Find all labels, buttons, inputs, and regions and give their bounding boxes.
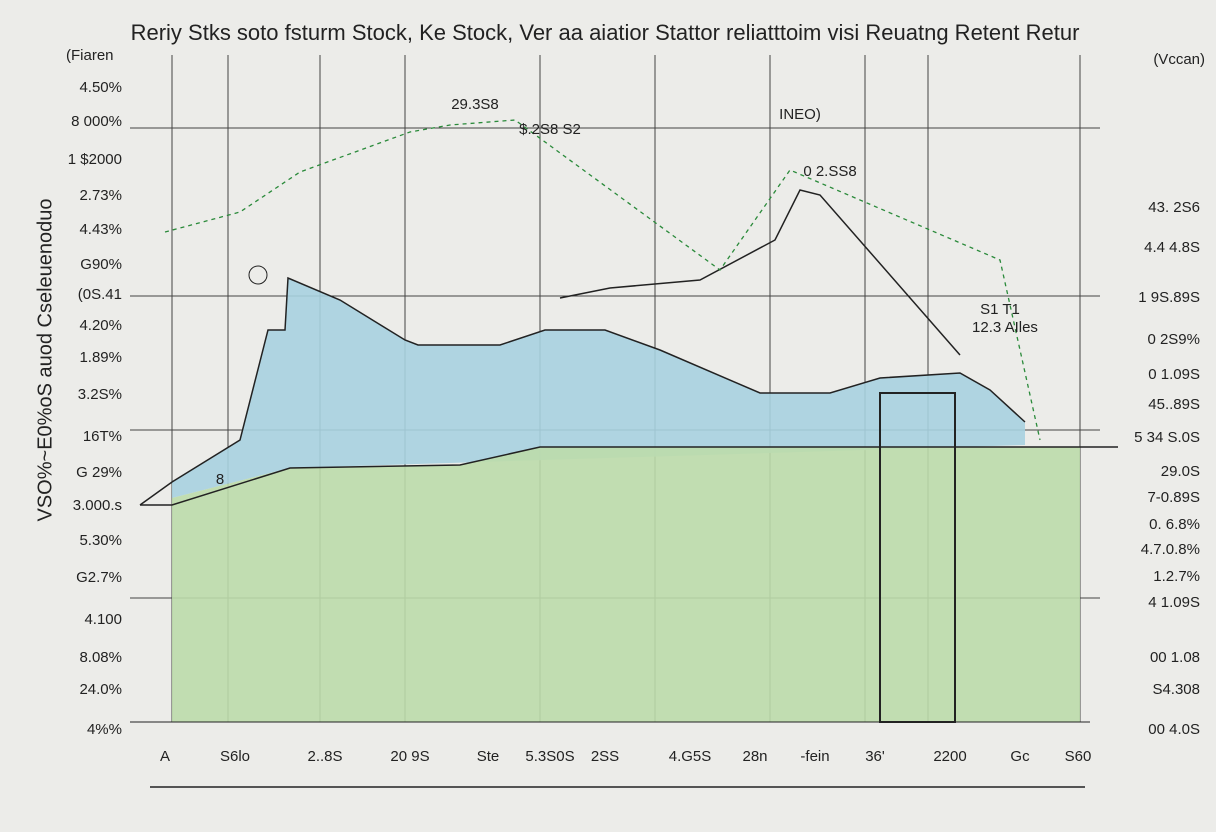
left-label: 4.43% xyxy=(79,221,122,238)
left-label: 2.73% xyxy=(79,187,122,204)
x-label: 5.3S0S xyxy=(525,748,574,765)
x-label: 28n xyxy=(742,748,767,765)
x-label: 20 9S xyxy=(390,748,429,765)
annotation: 12.3 AIles xyxy=(972,319,1038,336)
line-3 xyxy=(559,189,961,356)
x-label: S60 xyxy=(1065,748,1092,765)
left-label: G 29% xyxy=(76,464,122,481)
line-2 xyxy=(140,446,1118,506)
annotation: 8 xyxy=(216,471,224,488)
left-label: 5.30% xyxy=(79,532,122,549)
x-label: 2200 xyxy=(933,748,966,765)
left-label: 1 $2000 xyxy=(68,151,122,168)
left-label: 4.20% xyxy=(79,317,122,334)
line xyxy=(139,276,1026,506)
left-label: 8.08% xyxy=(79,649,122,666)
right-label: 29.0S xyxy=(1161,463,1200,480)
right-label: 0. 6.8% xyxy=(1149,516,1200,533)
annotation: 0 2.SS8 xyxy=(803,163,856,180)
x-label: Gc xyxy=(1010,748,1030,765)
right-label: 00 1.08 xyxy=(1150,649,1200,666)
vertical-label: VSO%~E0%oS auod Cseleuenoduo xyxy=(34,198,56,521)
left-label: 3.2S% xyxy=(78,386,122,403)
left-label: 4.100 xyxy=(84,611,122,628)
x-label: S6lo xyxy=(220,748,250,765)
blue-area xyxy=(172,278,1025,498)
marker xyxy=(248,265,268,285)
right-label: 4 1.09S xyxy=(1148,594,1200,611)
x-label: 4.G5S xyxy=(669,748,712,765)
left-axis-title: (Fiaren xyxy=(66,47,114,64)
annotation: INEO) xyxy=(779,106,821,123)
right-label: 1.2.7% xyxy=(1153,568,1200,585)
annotation: $.2S8 S2 xyxy=(519,121,581,138)
x-label: 36' xyxy=(865,748,885,765)
right-label: 0 2S9% xyxy=(1147,331,1200,348)
right-axis-title: (Vccan) xyxy=(1153,51,1205,68)
left-label: 3.000.s xyxy=(73,497,122,514)
right-label: 5 34 S.0S xyxy=(1134,429,1200,446)
left-label: G2.7% xyxy=(76,569,122,586)
right-label: 00 4.0S xyxy=(1148,721,1200,738)
annotation: 29.3S8 xyxy=(451,96,499,113)
annotation: S1 T1 xyxy=(980,301,1020,318)
left-label: (0S.41 xyxy=(78,286,122,303)
chart-title: Reriy Stks soto fsturm Stock, Ke Stock, … xyxy=(131,20,1080,45)
left-label: 4%% xyxy=(87,721,122,738)
left-label: G90% xyxy=(80,256,122,273)
right-label: 1 9S.89S xyxy=(1138,289,1200,306)
green-area xyxy=(172,447,1080,722)
x-label: 2SS xyxy=(591,748,619,765)
left-label: 4.50% xyxy=(79,79,122,96)
left-label: 8 000% xyxy=(71,113,122,130)
x-label: A xyxy=(160,748,170,765)
right-label: 4.7.0.8% xyxy=(1141,541,1200,558)
right-label: S4.308 xyxy=(1152,681,1200,698)
x-label: 2..8S xyxy=(307,748,342,765)
dashed-line xyxy=(164,119,1041,441)
right-label: 45..89S xyxy=(1148,396,1200,413)
left-label: 1.89% xyxy=(79,349,122,366)
left-label: 16T% xyxy=(83,428,122,445)
right-label: 4.4 4.8S xyxy=(1144,239,1200,256)
x-label: -fein xyxy=(800,748,829,765)
right-label: 0 1.09S xyxy=(1148,366,1200,383)
right-label: 43. 2S6 xyxy=(1148,199,1200,216)
right-label: 7-0.89S xyxy=(1147,489,1200,506)
x-label: Ste xyxy=(477,748,500,765)
left-label: 24.0% xyxy=(79,681,122,698)
